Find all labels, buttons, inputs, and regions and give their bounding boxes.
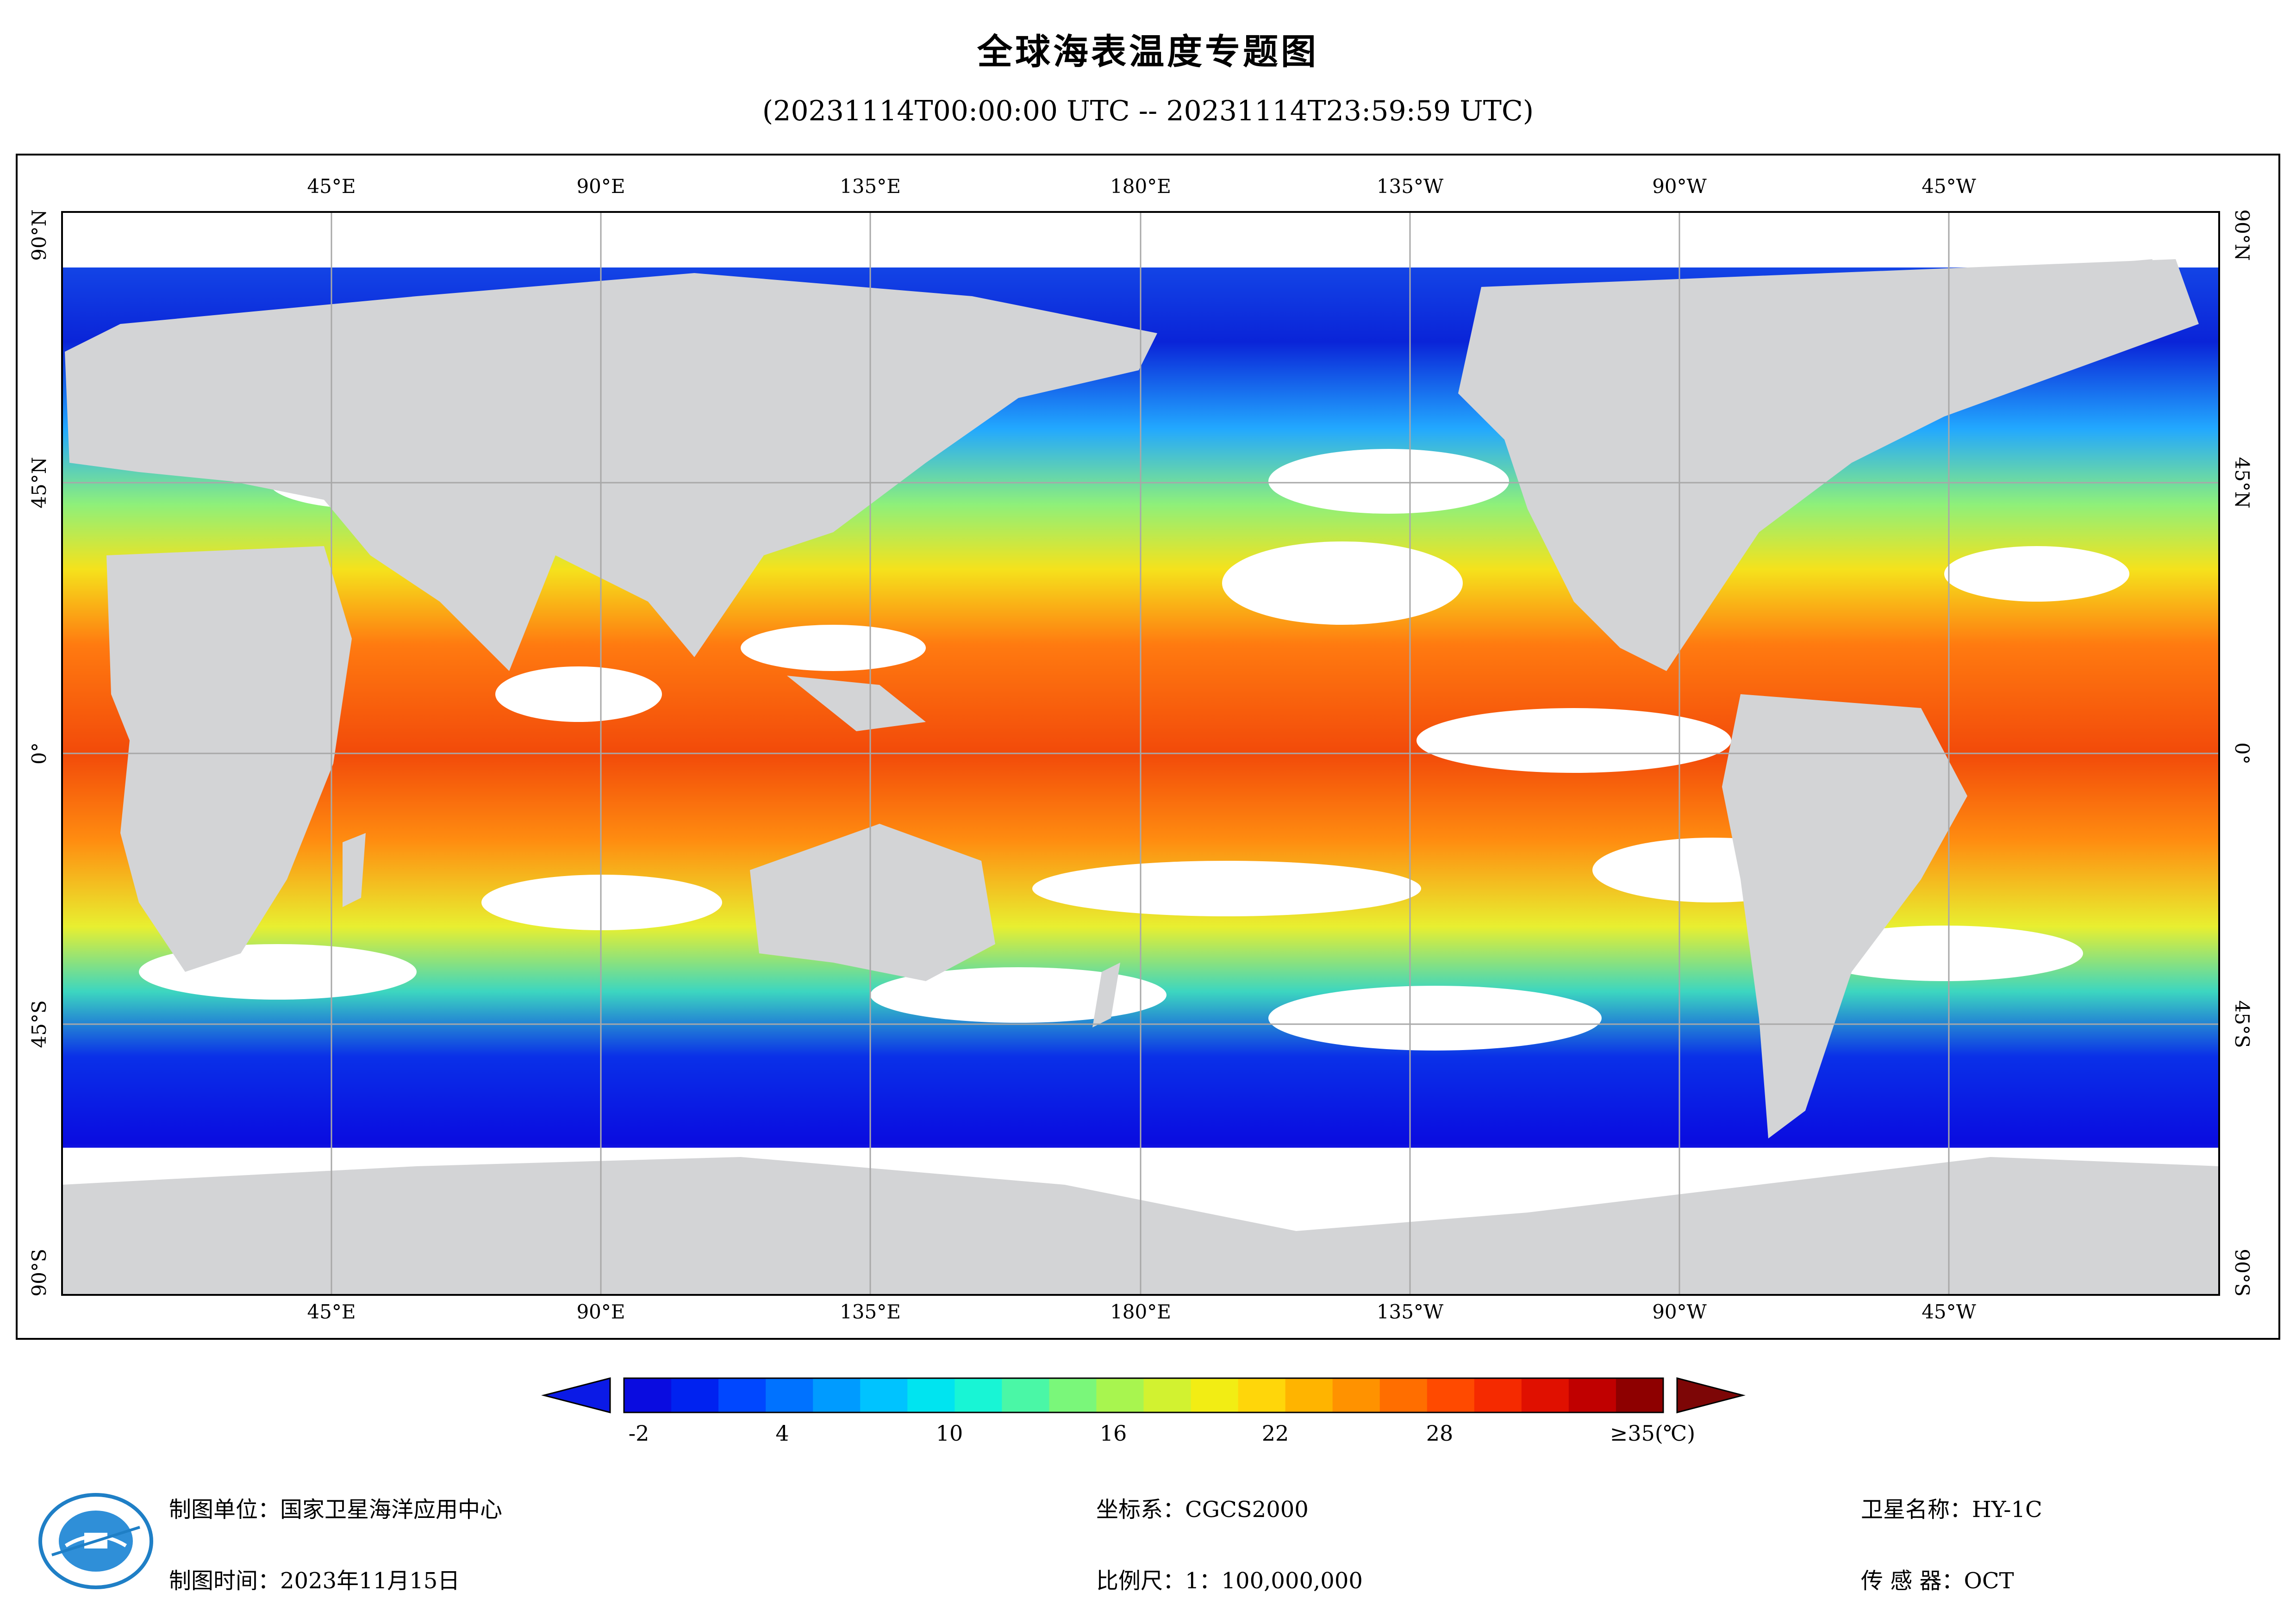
lon-label-top-45w: 45°W bbox=[1922, 175, 1976, 198]
colorbar-label-4: 4 bbox=[775, 1421, 789, 1446]
lat-label-left-45s: 45°S bbox=[27, 1000, 50, 1048]
lat-label-right-90s: 90°S bbox=[2231, 1249, 2254, 1297]
lon-label-top-135w: 135°W bbox=[1376, 175, 1444, 198]
lon-label-top-180e: 180°E bbox=[1110, 175, 1171, 198]
sensor-name: 传 感 器：OCT bbox=[1861, 1568, 2014, 1594]
map-scale: 比例尺：1：100,000,000 bbox=[1096, 1568, 1363, 1594]
lat-label-left-90s: 90°S bbox=[27, 1249, 50, 1297]
lon-label-bottom-135w: 135°W bbox=[1376, 1300, 1444, 1323]
graticule bbox=[62, 212, 2219, 1295]
map-border bbox=[61, 211, 2220, 1296]
lat-label-right-45s: 45°S bbox=[2231, 1000, 2254, 1048]
agency-logo bbox=[38, 1493, 153, 1589]
lon-label-top-45e: 45°E bbox=[307, 175, 356, 198]
lon-label-top-135e: 135°E bbox=[840, 175, 901, 198]
lat-label-left-45n: 45°N bbox=[27, 457, 50, 509]
colorbar-label-16: 16 bbox=[1099, 1421, 1127, 1446]
lat-label-right-90n: 90°N bbox=[2231, 209, 2254, 261]
map-maker: 制图单位：国家卫星海洋应用中心 bbox=[169, 1497, 503, 1523]
lat-label-right-0: 0° bbox=[2231, 742, 2254, 765]
lat-label-left-90n: 90°N bbox=[27, 209, 50, 261]
colorbar-label-28: 28 bbox=[1426, 1421, 1454, 1446]
colorbar-label-10: 10 bbox=[936, 1421, 963, 1446]
lon-label-bottom-135e: 135°E bbox=[840, 1300, 901, 1323]
lon-label-bottom-90e: 90°E bbox=[576, 1300, 625, 1323]
lon-label-bottom-45w: 45°W bbox=[1922, 1300, 1976, 1323]
map-area bbox=[62, 212, 2219, 1295]
lon-label-top-90w: 90°W bbox=[1652, 175, 1707, 198]
lon-label-bottom-180e: 180°E bbox=[1110, 1300, 1171, 1323]
lon-label-bottom-45e: 45°E bbox=[307, 1300, 356, 1323]
map-title: 全球海表温度专题图 bbox=[977, 31, 1319, 72]
colorbar-label-35: ≥35(℃) bbox=[1610, 1421, 1696, 1446]
satellite-name: 卫星名称：HY-1C bbox=[1861, 1497, 2042, 1523]
lon-label-top-90e: 90°E bbox=[576, 175, 625, 198]
map-frame bbox=[16, 154, 2280, 1340]
lat-label-left-0: 0° bbox=[27, 742, 50, 765]
map-date: 制图时间：2023年11月15日 bbox=[169, 1568, 460, 1594]
time-range-subtitle: (20231114T00:00:00 UTC -- 20231114T23:59… bbox=[762, 95, 1534, 127]
lat-label-right-45n: 45°N bbox=[2231, 457, 2254, 509]
colorbar-label-22: 22 bbox=[1261, 1421, 1289, 1446]
lon-label-bottom-90w: 90°W bbox=[1652, 1300, 1707, 1323]
colorbar-label-neg2: -2 bbox=[628, 1421, 649, 1446]
coordinate-system: 坐标系：CGCS2000 bbox=[1096, 1497, 1309, 1523]
